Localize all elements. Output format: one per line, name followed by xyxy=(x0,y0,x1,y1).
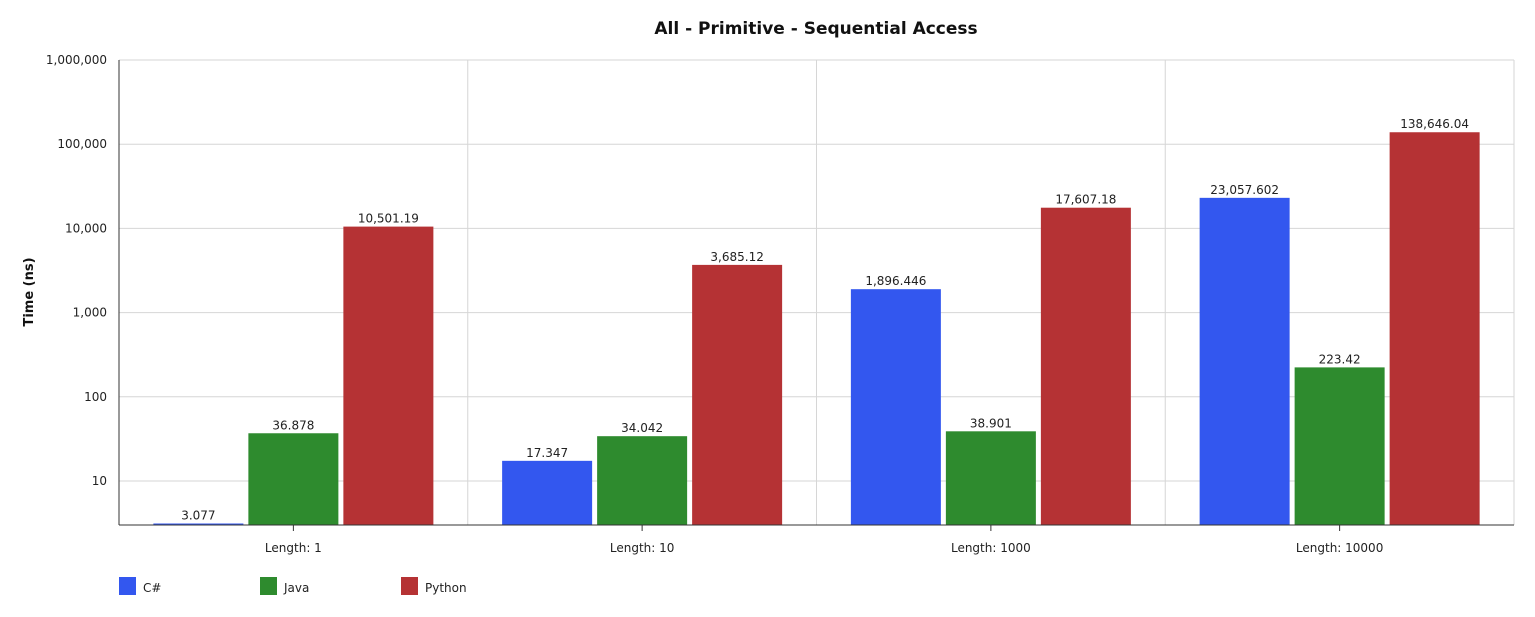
data-labels: 3.077 36.878 10,501.19 17.347 34.042 3,685.12… xyxy=(181,117,1469,522)
y-tick-label: 10 xyxy=(92,474,107,488)
legend-label: C# xyxy=(143,581,161,595)
bars xyxy=(153,132,1480,525)
x-tick-label: Length: 10 xyxy=(610,541,675,555)
bar-python-1 xyxy=(343,226,434,525)
data-label: 138,646.04 xyxy=(1400,117,1469,131)
bar-python-2 xyxy=(692,264,783,525)
y-tick-label: 1,000,000 xyxy=(46,53,107,67)
data-label: 17,607.18 xyxy=(1055,193,1116,207)
bar-java-4 xyxy=(1294,367,1385,525)
y-tick-label: 100 xyxy=(84,390,107,404)
legend: C# Java Python xyxy=(119,577,467,595)
bar-python-4 xyxy=(1389,132,1480,525)
bar-c-4 xyxy=(1199,197,1290,525)
legend-swatch-c xyxy=(119,577,136,595)
bar-c-2 xyxy=(502,460,593,525)
bar-python-3 xyxy=(1040,207,1131,525)
x-tick-label: Length: 1000 xyxy=(951,541,1031,555)
y-tick-label: 1,000 xyxy=(73,306,107,320)
bar-c-1 xyxy=(153,523,244,525)
y-tick-label: 100,000 xyxy=(57,137,107,151)
legend-swatch-java xyxy=(260,577,277,595)
data-label: 3.077 xyxy=(181,509,215,523)
y-tick-label: 10,000 xyxy=(65,221,107,235)
x-tick-label: Length: 1 xyxy=(265,541,322,555)
x-tick-label: Length: 10000 xyxy=(1296,541,1383,555)
chart-title: All - Primitive - Sequential Access xyxy=(654,19,977,39)
data-label: 1,896.446 xyxy=(865,274,926,288)
data-label: 38.901 xyxy=(970,416,1012,430)
bar-java-1 xyxy=(248,433,339,525)
data-label: 3,685.12 xyxy=(710,250,763,264)
data-label: 223.42 xyxy=(1319,352,1361,366)
legend-label: Python xyxy=(425,581,467,595)
legend-swatch-python xyxy=(401,577,418,595)
bar-java-3 xyxy=(945,431,1036,525)
bar-c-3 xyxy=(850,289,941,525)
data-label: 34.042 xyxy=(621,421,663,435)
data-label: 17.347 xyxy=(526,446,568,460)
y-axis-label: Time (ns) xyxy=(22,257,37,326)
data-label: 23,057.602 xyxy=(1210,183,1279,197)
bar-java-2 xyxy=(597,436,688,525)
data-label: 10,501.19 xyxy=(358,212,419,226)
data-label: 36.878 xyxy=(272,418,314,432)
axes: 10 100 1,000 10,000 100,000 1,000,000 Length: … xyxy=(46,53,1514,555)
legend-label: Java xyxy=(283,581,309,595)
